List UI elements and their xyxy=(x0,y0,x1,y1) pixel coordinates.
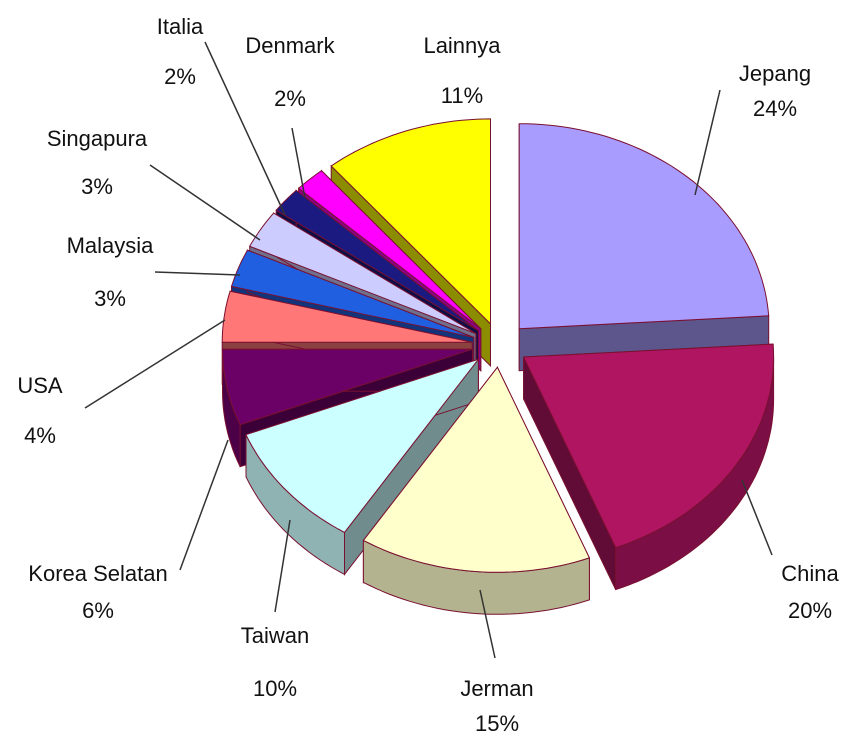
slice-label: Taiwan xyxy=(241,623,309,648)
slice xyxy=(522,343,775,549)
leader-line xyxy=(694,89,721,196)
slice xyxy=(221,290,473,343)
slice-value-label: 4% xyxy=(24,423,56,448)
slice xyxy=(297,170,482,330)
slice-label: Lainnya xyxy=(423,33,501,58)
slice-group xyxy=(362,365,591,615)
slice-value-label: 10% xyxy=(253,676,297,701)
leader-line xyxy=(154,271,241,276)
slice-value-label: 6% xyxy=(82,598,114,623)
leader-line xyxy=(84,319,226,409)
leader-line xyxy=(741,479,773,556)
slice-label: USA xyxy=(17,373,63,398)
slice-value-label: 3% xyxy=(94,286,126,311)
slice xyxy=(245,358,480,534)
slice-label: China xyxy=(781,561,839,586)
slice-value-label: 24% xyxy=(753,96,797,121)
leader-line xyxy=(149,164,261,241)
leader-line xyxy=(291,127,306,199)
slice-value-label: 2% xyxy=(274,86,306,111)
slice-group xyxy=(522,343,775,591)
slice-label: Singapura xyxy=(47,126,148,151)
slice-label: Italia xyxy=(157,14,204,39)
slice-value-label: 20% xyxy=(788,598,832,623)
slice-label: Jepang xyxy=(739,61,811,86)
leader-line xyxy=(274,519,291,613)
leader-line xyxy=(479,589,496,659)
slice-group xyxy=(245,357,480,576)
slice xyxy=(330,118,491,326)
slice-value-label: 15% xyxy=(475,711,519,736)
slice xyxy=(518,123,770,330)
slice-label: Malaysia xyxy=(67,233,155,258)
slice xyxy=(221,348,473,426)
slice-value-label: 3% xyxy=(81,174,113,199)
slice-group xyxy=(518,123,770,372)
leader-line xyxy=(204,41,286,216)
slice xyxy=(275,189,479,332)
slice xyxy=(248,212,477,335)
slice-value-label: 11% xyxy=(441,83,483,108)
slice-label: Denmark xyxy=(245,33,335,58)
slice-value-label: 2% xyxy=(164,64,196,89)
slice-label: Jerman xyxy=(460,676,533,701)
slice xyxy=(362,366,591,573)
slice xyxy=(230,249,474,338)
slice-label: Korea Selatan xyxy=(28,561,167,586)
leader-line xyxy=(179,439,229,571)
